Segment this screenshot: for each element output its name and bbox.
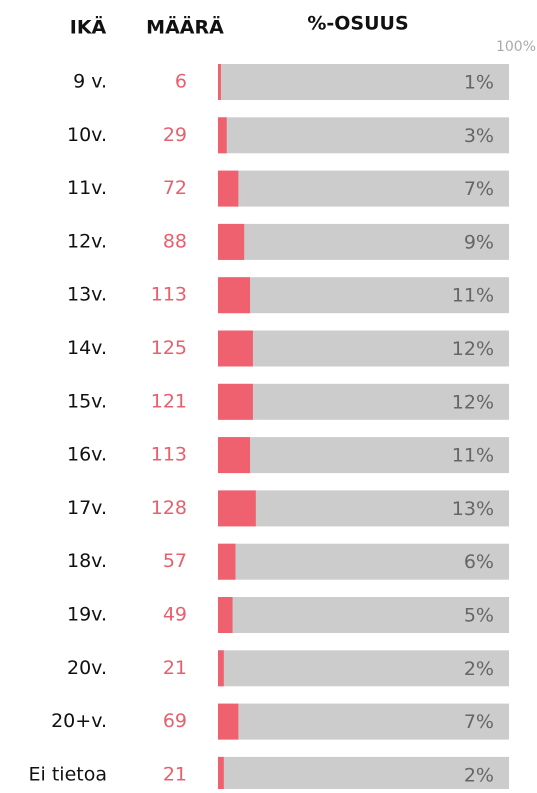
category-label: 17v. xyxy=(67,497,107,519)
count-label: 88 xyxy=(163,230,187,252)
count-label: 57 xyxy=(163,550,187,572)
category-label: 19v. xyxy=(67,604,107,626)
value-label: 2% xyxy=(464,658,494,680)
column-header: IKÄ xyxy=(70,15,107,39)
bar xyxy=(218,64,221,100)
count-label: 113 xyxy=(151,284,187,306)
bar-track xyxy=(218,277,509,314)
value-label: 12% xyxy=(452,338,494,360)
value-label: 11% xyxy=(452,285,494,307)
count-label: 125 xyxy=(151,337,187,359)
value-label: 7% xyxy=(464,178,494,200)
bar-track xyxy=(218,543,509,580)
value-label: 3% xyxy=(464,125,494,147)
bar-track xyxy=(218,703,509,740)
category-label: 20v. xyxy=(67,657,107,679)
bar xyxy=(218,383,253,420)
count-label: 121 xyxy=(151,390,187,412)
value-label: 1% xyxy=(464,72,494,94)
bar-track xyxy=(218,437,509,474)
category-label: 11v. xyxy=(67,177,107,199)
count-label: 72 xyxy=(163,177,187,199)
bar-track xyxy=(218,383,509,420)
bar-track xyxy=(218,756,509,793)
category-label: 14v. xyxy=(67,337,107,359)
category-label: 15v. xyxy=(67,390,107,412)
bar-track xyxy=(218,490,509,527)
bar-track xyxy=(218,597,509,633)
category-label: 13v. xyxy=(67,284,107,306)
count-label: 49 xyxy=(163,604,187,626)
value-label: 6% xyxy=(464,551,494,573)
value-label: 11% xyxy=(452,445,494,467)
count-label: 69 xyxy=(163,710,187,732)
value-label: 7% xyxy=(464,711,494,733)
column-header: %-OSUUS xyxy=(307,13,408,35)
count-label: 113 xyxy=(151,444,187,466)
x-tick-label: 100% xyxy=(496,39,536,55)
bar-track xyxy=(218,223,509,260)
category-label: Ei tietoa xyxy=(29,763,107,785)
bar xyxy=(218,170,239,207)
bar-track xyxy=(218,330,509,367)
bar xyxy=(218,543,236,580)
bar xyxy=(218,703,239,740)
bar-track xyxy=(218,117,509,154)
category-label: 10v. xyxy=(67,124,107,146)
bar-track xyxy=(218,170,509,207)
value-label: 12% xyxy=(452,391,494,413)
value-label: 5% xyxy=(464,605,494,627)
bar xyxy=(218,277,251,314)
category-label: 12v. xyxy=(67,230,107,252)
bar xyxy=(218,117,227,154)
category-label: 18v. xyxy=(67,550,107,572)
value-label: 2% xyxy=(464,764,494,786)
bar xyxy=(218,597,233,633)
bar xyxy=(218,650,224,687)
column-header: MÄÄRÄ xyxy=(146,15,224,39)
bar xyxy=(218,330,253,367)
category-label: 20+v. xyxy=(51,710,107,732)
value-label: 9% xyxy=(464,231,494,253)
bar xyxy=(218,223,245,260)
count-label: 128 xyxy=(151,497,187,519)
count-label: 29 xyxy=(163,124,187,146)
count-label: 21 xyxy=(163,657,187,679)
bar-track xyxy=(218,650,509,687)
category-label: 16v. xyxy=(67,444,107,466)
bar xyxy=(218,490,256,527)
bar-track xyxy=(218,64,509,100)
category-label: 9 v. xyxy=(73,71,107,93)
bar xyxy=(218,437,251,474)
value-label: 13% xyxy=(452,498,494,520)
count-label: 21 xyxy=(163,763,187,785)
count-label: 6 xyxy=(175,71,187,93)
bar xyxy=(218,756,224,793)
